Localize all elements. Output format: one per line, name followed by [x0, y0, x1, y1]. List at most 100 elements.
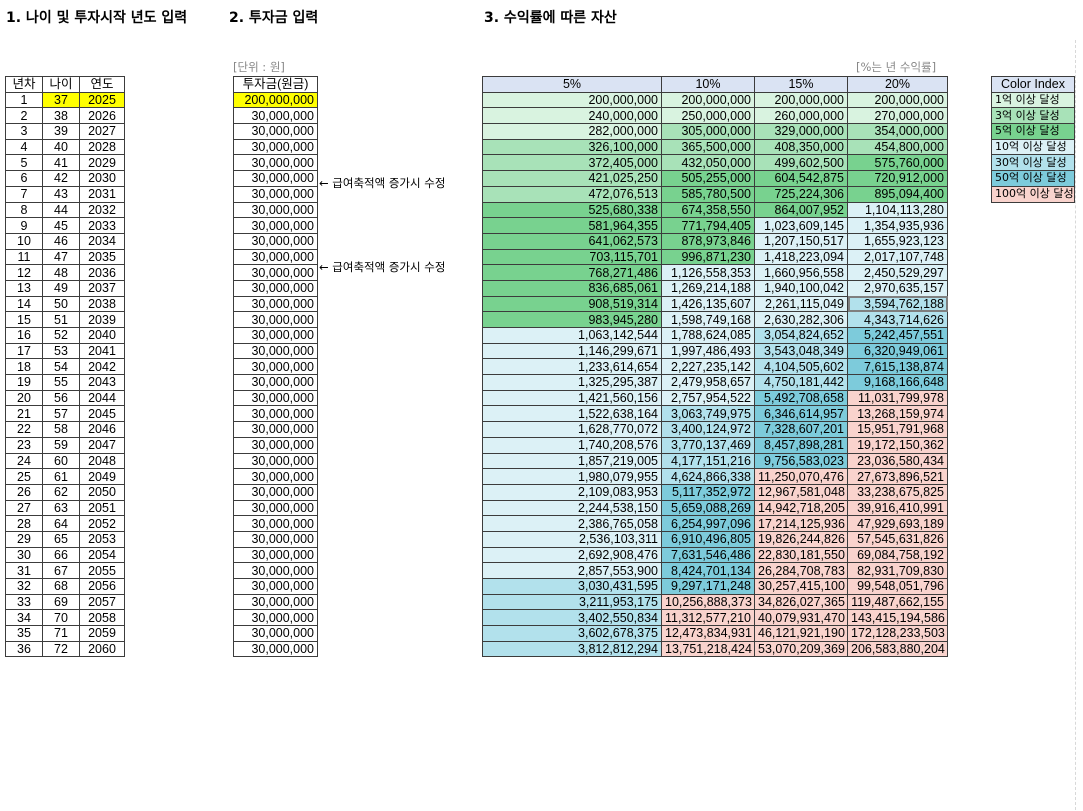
year-index-cell[interactable]: 25: [5, 468, 43, 485]
asset-cell[interactable]: 1,146,299,671: [482, 342, 662, 360]
asset-cell[interactable]: 33,238,675,825: [847, 483, 948, 501]
asset-cell[interactable]: 771,794,405: [661, 217, 755, 234]
year-cell[interactable]: 2043: [79, 374, 125, 391]
asset-cell[interactable]: 57,545,631,826: [847, 530, 948, 548]
year-index-cell[interactable]: 30: [5, 546, 43, 564]
year-cell[interactable]: 2031: [79, 185, 125, 203]
asset-cell[interactable]: 505,255,000: [661, 170, 755, 187]
asset-cell[interactable]: 2,479,958,657: [661, 374, 755, 391]
asset-cell[interactable]: 240,000,000: [482, 107, 662, 125]
asset-cell[interactable]: 47,929,693,189: [847, 515, 948, 532]
asset-cell[interactable]: 720,912,000: [847, 170, 948, 187]
investment-cell[interactable]: 30,000,000: [233, 640, 318, 658]
asset-cell[interactable]: 1,325,295,387: [482, 374, 662, 391]
asset-cell[interactable]: 143,415,194,586: [847, 609, 948, 627]
asset-cell[interactable]: 4,750,181,442: [754, 374, 848, 391]
year-index-cell[interactable]: 22: [5, 421, 43, 438]
investment-cell[interactable]: 30,000,000: [233, 311, 318, 328]
year-cell[interactable]: 2032: [79, 201, 125, 219]
year-cell[interactable]: 2057: [79, 593, 125, 611]
asset-cell[interactable]: 206,583,880,204: [847, 640, 948, 658]
color-index-cell[interactable]: 10억 이상 달성: [991, 138, 1075, 156]
asset-cell[interactable]: 2,450,529,297: [847, 264, 948, 281]
investment-cell[interactable]: 30,000,000: [233, 483, 318, 501]
age-header-cell[interactable]: 연도: [79, 76, 125, 93]
year-index-cell[interactable]: 15: [5, 311, 43, 328]
age-cell[interactable]: 57: [42, 405, 80, 423]
year-cell[interactable]: 2045: [79, 405, 125, 423]
year-index-cell[interactable]: 5: [5, 154, 43, 172]
asset-cell[interactable]: 525,680,338: [482, 201, 662, 219]
year-index-cell[interactable]: 18: [5, 358, 43, 376]
asset-cell[interactable]: 200,000,000: [754, 91, 848, 109]
asset-cell[interactable]: 432,050,000: [661, 154, 755, 172]
year-index-cell[interactable]: 20: [5, 389, 43, 407]
rate-header-cell[interactable]: 20%: [847, 76, 948, 93]
asset-cell[interactable]: 9,756,583,023: [754, 452, 848, 470]
year-cell[interactable]: 2027: [79, 123, 125, 140]
asset-cell[interactable]: 6,346,614,957: [754, 405, 848, 423]
age-cell[interactable]: 55: [42, 374, 80, 391]
color-index-cell[interactable]: 100억 이상 달성: [991, 185, 1075, 203]
asset-cell[interactable]: 270,000,000: [847, 107, 948, 125]
asset-cell[interactable]: 674,358,550: [661, 201, 755, 219]
investment-cell[interactable]: 30,000,000: [233, 405, 318, 423]
year-index-cell[interactable]: 24: [5, 452, 43, 470]
investment-cell[interactable]: 30,000,000: [233, 123, 318, 140]
year-cell[interactable]: 2054: [79, 546, 125, 564]
year-cell[interactable]: 2049: [79, 468, 125, 485]
asset-cell[interactable]: 3,543,048,349: [754, 342, 848, 360]
year-index-cell[interactable]: 11: [5, 248, 43, 266]
year-index-cell[interactable]: 4: [5, 138, 43, 156]
asset-cell[interactable]: 3,063,749,975: [661, 405, 755, 423]
asset-cell[interactable]: 2,536,103,311: [482, 530, 662, 548]
year-cell[interactable]: 2046: [79, 421, 125, 438]
asset-cell[interactable]: 1,740,208,576: [482, 436, 662, 454]
year-index-cell[interactable]: 1: [5, 91, 43, 109]
investment-cell[interactable]: 30,000,000: [233, 515, 318, 532]
asset-cell[interactable]: 2,970,635,157: [847, 279, 948, 297]
asset-cell[interactable]: 1,980,079,955: [482, 468, 662, 485]
investment-cell[interactable]: 30,000,000: [233, 107, 318, 125]
year-cell[interactable]: 2055: [79, 562, 125, 579]
year-cell[interactable]: 2038: [79, 295, 125, 313]
age-cell[interactable]: 72: [42, 640, 80, 658]
age-cell[interactable]: 49: [42, 279, 80, 297]
asset-cell[interactable]: 305,000,000: [661, 123, 755, 140]
year-cell[interactable]: 2060: [79, 640, 125, 658]
asset-cell[interactable]: 6,320,949,061: [847, 342, 948, 360]
asset-cell[interactable]: 39,916,410,991: [847, 499, 948, 517]
asset-cell[interactable]: 1,788,624,085: [661, 327, 755, 344]
age-cell[interactable]: 39: [42, 123, 80, 140]
asset-cell[interactable]: 1,598,749,168: [661, 311, 755, 328]
year-cell[interactable]: 2056: [79, 578, 125, 595]
investment-cell[interactable]: 30,000,000: [233, 217, 318, 234]
asset-cell[interactable]: 585,780,500: [661, 185, 755, 203]
asset-cell[interactable]: 499,602,500: [754, 154, 848, 172]
year-cell[interactable]: 2047: [79, 436, 125, 454]
asset-cell[interactable]: 9,297,171,248: [661, 578, 755, 595]
year-cell[interactable]: 2040: [79, 327, 125, 344]
investment-cell[interactable]: 30,000,000: [233, 327, 318, 344]
investment-cell[interactable]: 30,000,000: [233, 138, 318, 156]
asset-cell[interactable]: 2,757,954,522: [661, 389, 755, 407]
year-index-cell[interactable]: 10: [5, 232, 43, 250]
asset-cell[interactable]: 11,031,799,978: [847, 389, 948, 407]
age-cell[interactable]: 45: [42, 217, 80, 234]
year-index-cell[interactable]: 12: [5, 264, 43, 281]
investment-cell[interactable]: 30,000,000: [233, 264, 318, 281]
asset-cell[interactable]: 329,000,000: [754, 123, 848, 140]
color-index-header-cell[interactable]: Color Index: [991, 76, 1075, 93]
asset-cell[interactable]: 30,257,415,100: [754, 578, 848, 595]
investment-cell[interactable]: 30,000,000: [233, 389, 318, 407]
investment-cell[interactable]: 30,000,000: [233, 609, 318, 627]
asset-cell[interactable]: 1,660,956,558: [754, 264, 848, 281]
year-cell[interactable]: 2050: [79, 483, 125, 501]
asset-cell[interactable]: 3,594,762,188: [847, 295, 948, 313]
age-cell[interactable]: 53: [42, 342, 80, 360]
investment-cell[interactable]: 30,000,000: [233, 185, 318, 203]
year-index-cell[interactable]: 29: [5, 530, 43, 548]
age-cell[interactable]: 54: [42, 358, 80, 376]
age-cell[interactable]: 70: [42, 609, 80, 627]
asset-cell[interactable]: 2,244,538,150: [482, 499, 662, 517]
